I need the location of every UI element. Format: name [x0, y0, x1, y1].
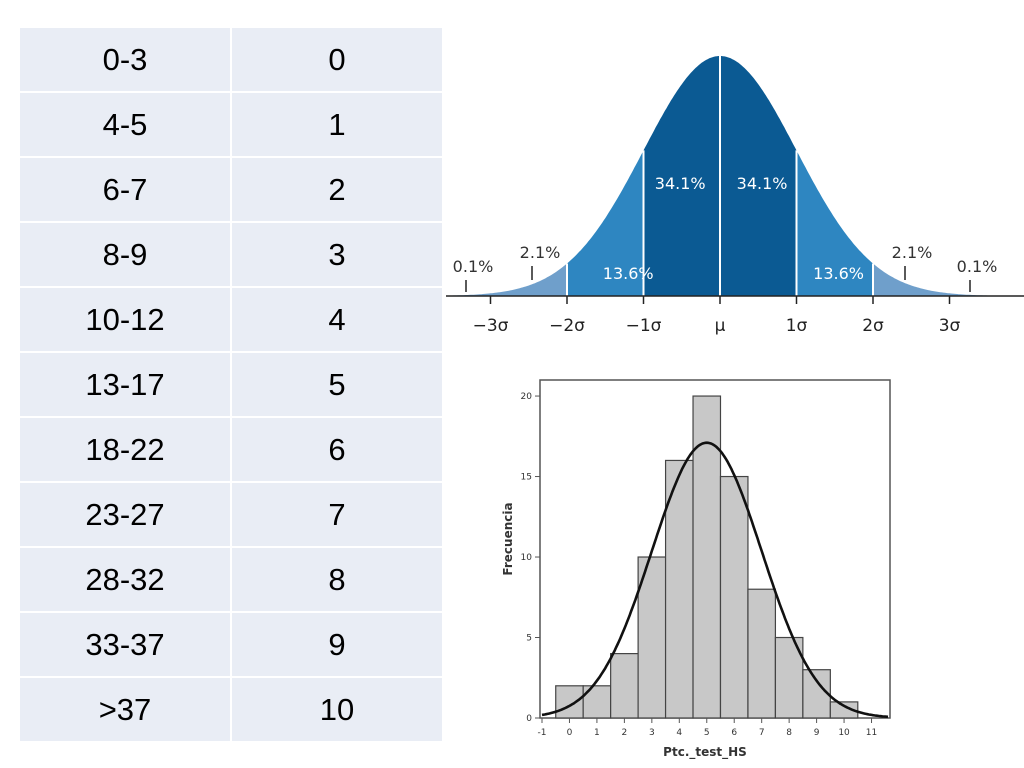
raw-score-range-cell: 10-12: [18, 286, 232, 353]
histogram-y-tick-label: 5: [526, 634, 532, 644]
scaled-score-cell: 6: [230, 416, 444, 483]
histogram-bar: [747, 588, 777, 719]
curve-band-right-outer: [873, 263, 988, 296]
scaled-score-cell: 1: [230, 91, 444, 158]
scaled-score-cell: 10: [230, 676, 444, 743]
histogram-y-tick-label: 20: [521, 392, 533, 402]
table-row: 6-7 2: [18, 156, 444, 223]
scaled-score-cell: 0: [230, 26, 444, 93]
histogram-x-tick-label: 10: [838, 728, 850, 738]
table-row: 28-32 8: [18, 546, 444, 613]
frequency-histogram-chart: -1 0 1 2 3 4 5 6 7 8 9 10 11 0 5 10 15 20 Ptc._test_HS Frec…: [501, 379, 891, 760]
histogram-bar: [719, 475, 749, 719]
histogram-x-tick-label: -1: [538, 728, 547, 738]
curve-band-left-outer: [452, 263, 567, 296]
table-row: 23-27 7: [18, 481, 444, 548]
histogram-x-tick-label: 0: [567, 728, 573, 738]
raw-score-range-cell: >37: [18, 676, 232, 743]
raw-score-range-cell: 0-3: [18, 26, 232, 93]
histogram-x-tick-label: 7: [759, 728, 765, 738]
curve-band-percent-label: 13.6%: [603, 264, 654, 283]
curve-band-percent-label: 34.1%: [655, 174, 706, 193]
histogram-x-tick-label: 11: [866, 728, 877, 738]
curve-band-percent-label: 34.1%: [737, 174, 788, 193]
histogram-y-tick-label: 0: [526, 714, 532, 724]
normal-fit-curve: [541, 441, 889, 719]
normal-distribution-chart: −3σ −2σ −1σ μ 1σ 2σ 3σ 34.1% 34.1% 13.6% 13.6% 2.1%…: [446, 56, 1024, 336]
curve-tick-label: 1σ: [786, 316, 808, 336]
scaled-score-cell: 4: [230, 286, 444, 353]
score-conversion-table: 0-3 0 4-5 1 6-7 2 8-9 3 10-12 4 13-17 5 18-22 6 23-27 7…: [18, 26, 444, 743]
raw-score-range-cell: 33-37: [18, 611, 232, 678]
raw-score-range-cell: 8-9: [18, 221, 232, 288]
raw-score-range-cell: 18-22: [18, 416, 232, 483]
histogram-bar: [610, 653, 639, 719]
table-row: 33-37 9: [18, 611, 444, 678]
table-row: 4-5 1: [18, 91, 444, 158]
table-row: 18-22 6: [18, 416, 444, 483]
histogram-x-tick-label: 6: [731, 728, 737, 738]
scaled-score-cell: 5: [230, 351, 444, 418]
curve-tick-label: −3σ: [473, 316, 509, 336]
histogram-x-tick-label: 9: [814, 728, 820, 738]
raw-score-range-cell: 23-27: [18, 481, 232, 548]
raw-score-range-cell: 28-32: [18, 546, 232, 613]
table-row: >37 10: [18, 676, 444, 743]
curve-band-left-middle: [567, 150, 644, 296]
scaled-score-cell: 8: [230, 546, 444, 613]
histogram-x-tick-label: 1: [594, 728, 600, 738]
histogram-x-tick-label: 8: [786, 728, 792, 738]
scaled-score-cell: 7: [230, 481, 444, 548]
histogram-x-tick-label: 4: [676, 728, 682, 738]
curve-tick-label: −1σ: [626, 316, 662, 336]
raw-score-range-cell: 6-7: [18, 156, 232, 223]
curve-tick-label: μ: [715, 316, 726, 336]
curve-band-percent-label: 2.1%: [520, 243, 561, 262]
histogram-bar: [692, 395, 722, 719]
table-row: 10-12 4: [18, 286, 444, 353]
curve-tick-label: −2σ: [549, 316, 585, 336]
raw-score-range-cell: 13-17: [18, 351, 232, 418]
histogram-x-axis-title: Ptc._test_HS: [663, 745, 747, 760]
histogram-bar: [555, 685, 584, 719]
scaled-score-cell: 9: [230, 611, 444, 678]
curve-band-percent-label: 2.1%: [892, 243, 933, 262]
curve-tick-label: 2σ: [862, 316, 884, 336]
curve-band-left-inner: [643, 56, 720, 296]
score-table-body: 0-3 0 4-5 1 6-7 2 8-9 3 10-12 4 13-17 5 18-22 6 23-27 7…: [18, 26, 444, 743]
raw-score-range-cell: 4-5: [18, 91, 232, 158]
curve-band-percent-label: 13.6%: [813, 264, 864, 283]
table-row: 13-17 5: [18, 351, 444, 418]
histogram-x-tick-label: 5: [704, 728, 710, 738]
curve-band-right-middle: [796, 150, 873, 296]
table-row: 0-3 0: [18, 26, 444, 93]
histogram-x-tick-label: 2: [622, 728, 628, 738]
histogram-x-tick-label: 3: [649, 728, 655, 738]
curve-tick-label: 3σ: [939, 316, 961, 336]
scaled-score-cell: 2: [230, 156, 444, 223]
table-row: 8-9 3: [18, 221, 444, 288]
curve-band-right-inner: [720, 56, 797, 296]
histogram-y-tick-label: 15: [521, 473, 532, 483]
histogram-y-tick-label: 10: [521, 553, 533, 563]
scaled-score-cell: 3: [230, 221, 444, 288]
curve-tail-percent-label: 0.1%: [453, 257, 494, 276]
curve-tail-percent-label: 0.1%: [957, 257, 998, 276]
histogram-y-axis-title: Frecuencia: [501, 502, 515, 575]
